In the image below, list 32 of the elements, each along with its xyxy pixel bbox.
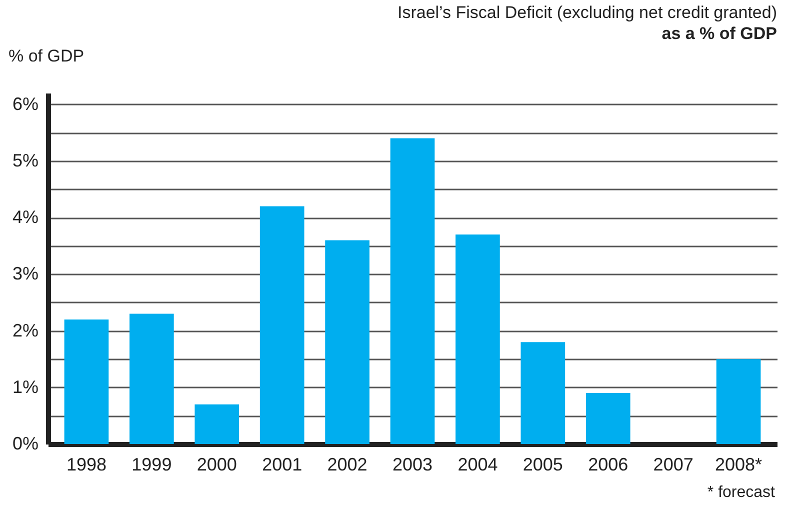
- y-tick-label: 5%: [12, 150, 38, 170]
- y-tick-label: 0%: [12, 434, 38, 454]
- x-tick-label: 2006: [588, 454, 628, 474]
- bar: [194, 404, 240, 444]
- x-tick-label: 2004: [458, 454, 498, 474]
- bar: [130, 314, 174, 444]
- text: * forecast: [707, 484, 775, 502]
- bar: [586, 393, 630, 444]
- bar: [64, 319, 109, 444]
- y-tick-label: 6%: [12, 94, 38, 114]
- x-tick-label: 2005: [522, 454, 563, 474]
- bar: [390, 138, 435, 444]
- x-tick-label: 2003: [392, 454, 433, 474]
- x-tick-label: 2008*: [714, 454, 762, 474]
- x-tick-label: 1999: [132, 454, 172, 474]
- bar: [260, 206, 304, 444]
- chart-title: Israel’s Fiscal Deficit (excluding net credit granted): [397, 3, 777, 22]
- x-tick-label: 2001: [262, 454, 302, 474]
- bar: [325, 240, 370, 444]
- y-tick-label: 4%: [12, 207, 38, 228]
- y-axis-title: % of GDP: [8, 46, 84, 66]
- y-tick-label: 1%: [12, 376, 38, 397]
- chart-subtitle: as a % of GDP: [662, 24, 777, 43]
- x-tick-label: 2007: [653, 454, 694, 474]
- x-tick-label: 2002: [327, 454, 368, 474]
- y-tick-label: 3%: [12, 264, 38, 284]
- x-tick-label: 2000: [196, 454, 237, 474]
- bar: [716, 359, 761, 444]
- y-tick-label: 2%: [12, 320, 38, 340]
- bar: [456, 234, 500, 444]
- x-tick-label: 1998: [66, 454, 106, 474]
- bar: [520, 342, 566, 444]
